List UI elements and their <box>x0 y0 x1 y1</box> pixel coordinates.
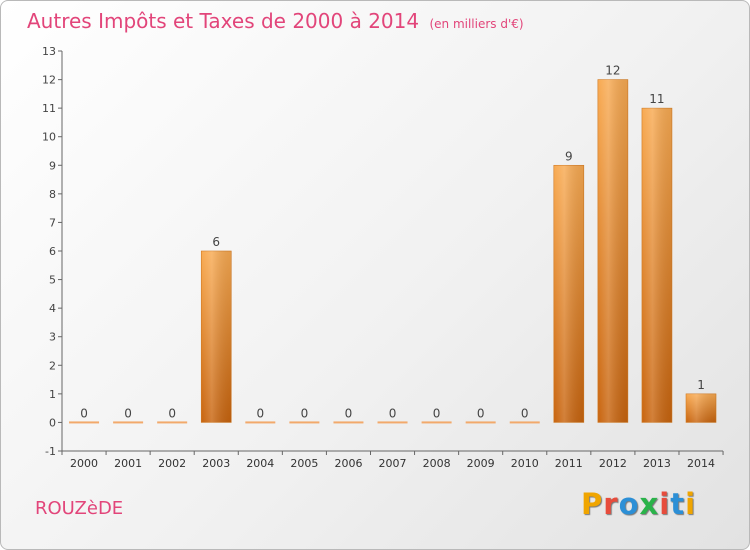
x-tick-label: 2012 <box>599 457 627 470</box>
y-tick-label: 10 <box>42 131 56 144</box>
bar-2005 <box>289 421 320 424</box>
data-label: 0 <box>80 406 88 420</box>
chart-title: Autres Impôts et Taxes de 2000 à 2014 (e… <box>27 9 524 33</box>
y-tick-label: 0 <box>49 416 56 429</box>
chart-title-text: Autres Impôts et Taxes de 2000 à 2014 <box>27 9 420 33</box>
y-tick-label: 5 <box>49 274 56 287</box>
data-label: 11 <box>649 92 664 106</box>
x-tick-label: 2008 <box>423 457 451 470</box>
data-label: 0 <box>433 406 441 420</box>
y-tick-label: -1 <box>45 445 56 458</box>
bar-shine-2014 <box>686 393 717 423</box>
chart-unit: (en milliers d'€) <box>429 17 524 31</box>
bar-2002 <box>157 421 188 424</box>
data-label: 0 <box>345 406 353 420</box>
data-label: 1 <box>697 378 705 392</box>
data-label: 6 <box>212 235 220 249</box>
bar-2010 <box>509 421 540 424</box>
y-tick-label: 1 <box>49 388 56 401</box>
logo-letter: i <box>659 487 671 521</box>
x-tick-label: 2007 <box>379 457 407 470</box>
logo-letter: o <box>618 487 640 521</box>
logo-letter: r <box>603 487 619 521</box>
proxiti-logo: Proxiti <box>581 487 696 521</box>
logo-letter: P <box>581 487 604 521</box>
y-tick-label: 12 <box>42 74 56 87</box>
bar-2000 <box>69 421 100 424</box>
y-tick-label: 4 <box>49 302 56 315</box>
y-tick-label: 8 <box>49 188 56 201</box>
x-tick-label: 2000 <box>70 457 98 470</box>
y-tick-label: 13 <box>42 45 56 58</box>
logo-letter: i <box>685 487 697 521</box>
bar-2004 <box>245 421 276 424</box>
data-label: 0 <box>124 406 132 420</box>
y-tick-label: 6 <box>49 245 56 258</box>
bar-2001 <box>113 421 144 424</box>
bar-2006 <box>333 421 364 424</box>
bar-shine-2012 <box>597 79 628 423</box>
y-tick-label: 9 <box>49 159 56 172</box>
bar-2009 <box>465 421 496 424</box>
x-tick-label: 2003 <box>202 457 230 470</box>
y-tick-label: 11 <box>42 102 56 115</box>
data-label: 0 <box>168 406 176 420</box>
data-label: 12 <box>605 64 620 78</box>
y-tick-label: 3 <box>49 331 56 344</box>
data-label: 0 <box>256 406 264 420</box>
x-tick-label: 2013 <box>643 457 671 470</box>
logo-letter: t <box>670 487 686 521</box>
x-tick-label: 2009 <box>467 457 495 470</box>
y-tick-label: 7 <box>49 216 56 229</box>
bar-shine-2013 <box>641 108 672 423</box>
bar-shine-2011 <box>553 165 584 423</box>
bar-shine-2003 <box>201 251 232 423</box>
data-label: 0 <box>389 406 397 420</box>
bar-2007 <box>377 421 408 424</box>
bar-2008 <box>421 421 452 424</box>
data-label: 9 <box>565 149 573 163</box>
x-tick-label: 2014 <box>687 457 715 470</box>
place-name: ROUZèDE <box>35 498 124 519</box>
data-label: 0 <box>477 406 485 420</box>
y-tick-label: 2 <box>49 359 56 372</box>
x-tick-label: 2001 <box>114 457 142 470</box>
x-tick-label: 2006 <box>334 457 362 470</box>
data-label: 0 <box>521 406 529 420</box>
data-label: 0 <box>301 406 309 420</box>
logo-letter: x <box>639 487 660 521</box>
x-tick-label: 2011 <box>555 457 583 470</box>
x-tick-label: 2002 <box>158 457 186 470</box>
bars <box>69 79 717 424</box>
x-tick-label: 2005 <box>290 457 318 470</box>
x-tick-label: 2004 <box>246 457 274 470</box>
x-tick-label: 2010 <box>511 457 539 470</box>
